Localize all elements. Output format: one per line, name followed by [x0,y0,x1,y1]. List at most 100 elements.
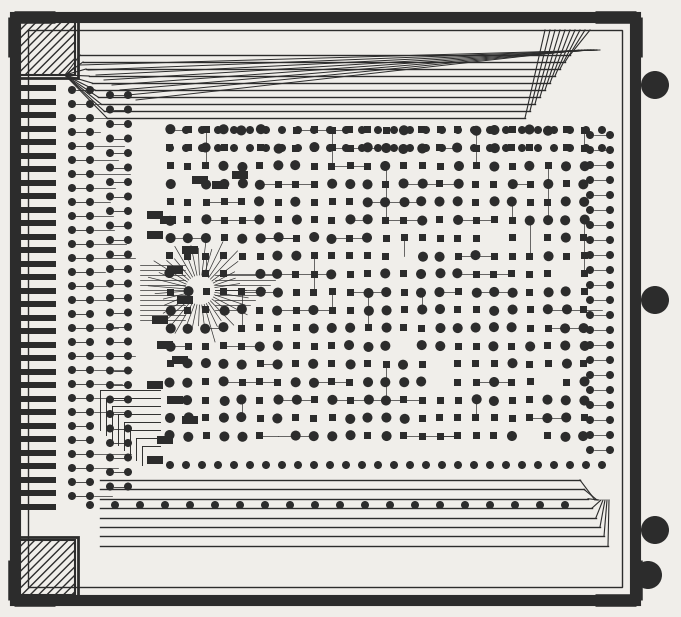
Bar [220,270,227,277]
Circle shape [364,342,373,352]
Circle shape [86,184,94,192]
Circle shape [400,414,410,424]
Circle shape [364,306,374,316]
Circle shape [274,144,284,154]
Bar [347,162,354,169]
Circle shape [436,501,444,509]
Circle shape [86,268,94,276]
Circle shape [381,305,392,315]
Circle shape [183,358,193,368]
Circle shape [294,461,302,469]
Circle shape [606,191,614,199]
Circle shape [326,270,336,280]
Circle shape [86,226,94,234]
Bar [328,217,334,224]
Circle shape [362,413,373,423]
Bar [16,139,56,145]
Circle shape [294,144,302,152]
Circle shape [236,412,247,422]
Bar [202,378,208,385]
Bar [15,15,78,78]
Circle shape [254,196,264,206]
Circle shape [124,164,132,172]
Circle shape [230,461,238,469]
Circle shape [278,126,286,134]
Bar [544,342,551,349]
Bar [563,379,570,386]
Circle shape [586,386,594,394]
Bar [203,288,210,294]
Bar [255,432,263,439]
Circle shape [166,126,174,134]
Bar [563,126,569,133]
Bar [182,246,198,254]
Circle shape [524,125,535,135]
Circle shape [400,197,409,207]
Circle shape [68,114,76,122]
Bar [526,144,533,151]
Bar [437,126,444,133]
Circle shape [328,431,337,441]
Circle shape [165,124,176,134]
Circle shape [237,304,247,314]
Circle shape [398,178,409,188]
Bar [18,540,75,595]
Circle shape [606,131,614,139]
Circle shape [238,178,248,188]
Circle shape [124,120,132,128]
Circle shape [390,144,398,152]
Circle shape [399,125,409,135]
Circle shape [508,179,518,189]
Circle shape [582,461,590,469]
Bar [509,217,516,225]
Circle shape [166,461,174,469]
Circle shape [525,215,535,226]
Circle shape [560,341,570,350]
Bar [16,166,56,172]
Circle shape [417,178,428,189]
Circle shape [124,410,132,418]
Bar [330,198,336,205]
Bar [16,450,56,455]
Bar [563,254,571,260]
Circle shape [256,124,266,134]
Bar [220,252,227,259]
Circle shape [86,380,94,388]
Bar [473,217,479,224]
Bar [328,342,336,349]
Bar [274,379,281,386]
Bar [274,325,281,333]
Bar [543,270,551,277]
Circle shape [201,358,211,368]
Circle shape [124,135,132,143]
Bar [329,288,336,295]
Circle shape [68,128,76,136]
Circle shape [309,232,319,242]
Bar [202,270,209,277]
Bar [16,247,56,253]
Circle shape [68,226,76,234]
Circle shape [272,269,282,279]
Circle shape [278,461,286,469]
Bar [18,18,75,75]
Circle shape [124,149,132,157]
Bar [364,126,371,133]
Bar [240,217,247,223]
Circle shape [68,422,76,430]
Circle shape [124,251,132,259]
Circle shape [507,358,518,368]
Circle shape [422,144,430,152]
Bar [419,361,426,368]
Bar [347,145,354,152]
Bar [311,397,318,404]
Bar [182,416,198,424]
Circle shape [606,311,614,319]
Circle shape [255,215,264,225]
Circle shape [454,461,462,469]
Circle shape [586,191,594,199]
Circle shape [380,268,390,278]
Bar [492,414,498,421]
Circle shape [582,144,590,152]
Circle shape [434,252,445,262]
Circle shape [308,431,319,441]
